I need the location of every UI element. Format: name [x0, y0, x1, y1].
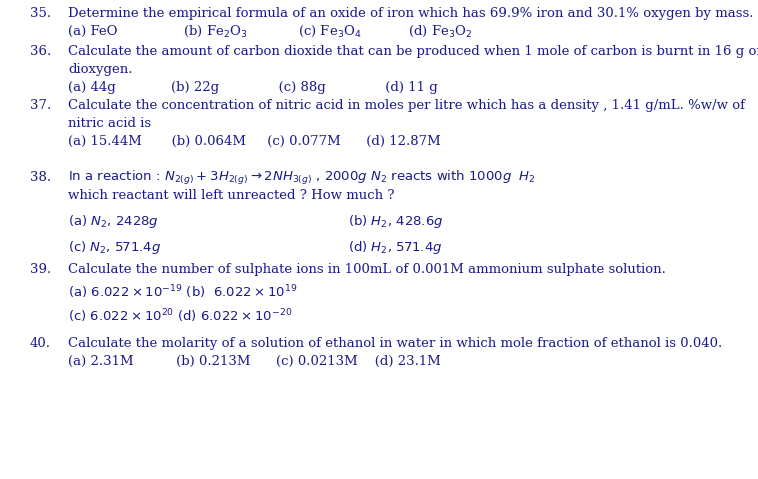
Text: (b) Fe$_2$O$_3$: (b) Fe$_2$O$_3$ — [183, 24, 248, 39]
Text: In a reaction : $N_{2(g)}+3H_{2(g)}\rightarrow 2NH_{3(g)}$ , 2000$g$ $N_2$ react: In a reaction : $N_{2(g)}+3H_{2(g)}\righ… — [68, 169, 536, 187]
Text: (a) 15.44M       (b) 0.064M     (c) 0.077M      (d) 12.87M: (a) 15.44M (b) 0.064M (c) 0.077M (d) 12.… — [68, 135, 440, 148]
Text: nitric acid is: nitric acid is — [68, 117, 151, 130]
Text: Determine the empirical formula of an oxide of iron which has 69.9% iron and 30.: Determine the empirical formula of an ox… — [68, 7, 753, 20]
Text: (c) Fe$_3$O$_4$: (c) Fe$_3$O$_4$ — [298, 24, 362, 39]
Text: 39.: 39. — [30, 263, 52, 276]
Text: Calculate the concentration of nitric acid in moles per litre which has a densit: Calculate the concentration of nitric ac… — [68, 99, 745, 112]
Text: 38.: 38. — [30, 171, 51, 184]
Text: which reactant will left unreacted ? How much ?: which reactant will left unreacted ? How… — [68, 189, 394, 202]
Text: dioxygen.: dioxygen. — [68, 63, 133, 76]
Text: (c) $6.022\times10^{20}$ (d) $6.022\times10^{-20}$: (c) $6.022\times10^{20}$ (d) $6.022\time… — [68, 307, 293, 325]
Text: 36.: 36. — [30, 45, 52, 58]
Text: (b) $H_2$, 428.6$g$: (b) $H_2$, 428.6$g$ — [348, 213, 443, 230]
Text: (d) Fe$_3$O$_2$: (d) Fe$_3$O$_2$ — [408, 24, 472, 39]
Text: 35.: 35. — [30, 7, 51, 20]
Text: (a) $6.022\times10^{-19}$ (b)  $6.022\times10^{19}$: (a) $6.022\times10^{-19}$ (b) $6.022\tim… — [68, 283, 297, 301]
Text: Calculate the number of sulphate ions in 100mL of 0.001M ammonium sulphate solut: Calculate the number of sulphate ions in… — [68, 263, 666, 276]
Text: 40.: 40. — [30, 337, 51, 350]
Text: Calculate the amount of carbon dioxide that can be produced when 1 mole of carbo: Calculate the amount of carbon dioxide t… — [68, 45, 758, 58]
Text: (a) 44g             (b) 22g              (c) 88g              (d) 11 g: (a) 44g (b) 22g (c) 88g (d) 11 g — [68, 81, 438, 94]
Text: (a) FeO: (a) FeO — [68, 25, 117, 38]
Text: Calculate the molarity of a solution of ethanol in water in which mole fraction : Calculate the molarity of a solution of … — [68, 337, 722, 350]
Text: 37.: 37. — [30, 99, 52, 112]
Text: (c) $N_2$, 571.4$g$: (c) $N_2$, 571.4$g$ — [68, 239, 161, 256]
Text: (a) $N_2$, 2428$g$: (a) $N_2$, 2428$g$ — [68, 213, 159, 230]
Text: (a) 2.31M          (b) 0.213M      (c) 0.0213M    (d) 23.1M: (a) 2.31M (b) 0.213M (c) 0.0213M (d) 23.… — [68, 355, 441, 368]
Text: (d) $H_2$, 571.4$g$: (d) $H_2$, 571.4$g$ — [348, 239, 443, 256]
